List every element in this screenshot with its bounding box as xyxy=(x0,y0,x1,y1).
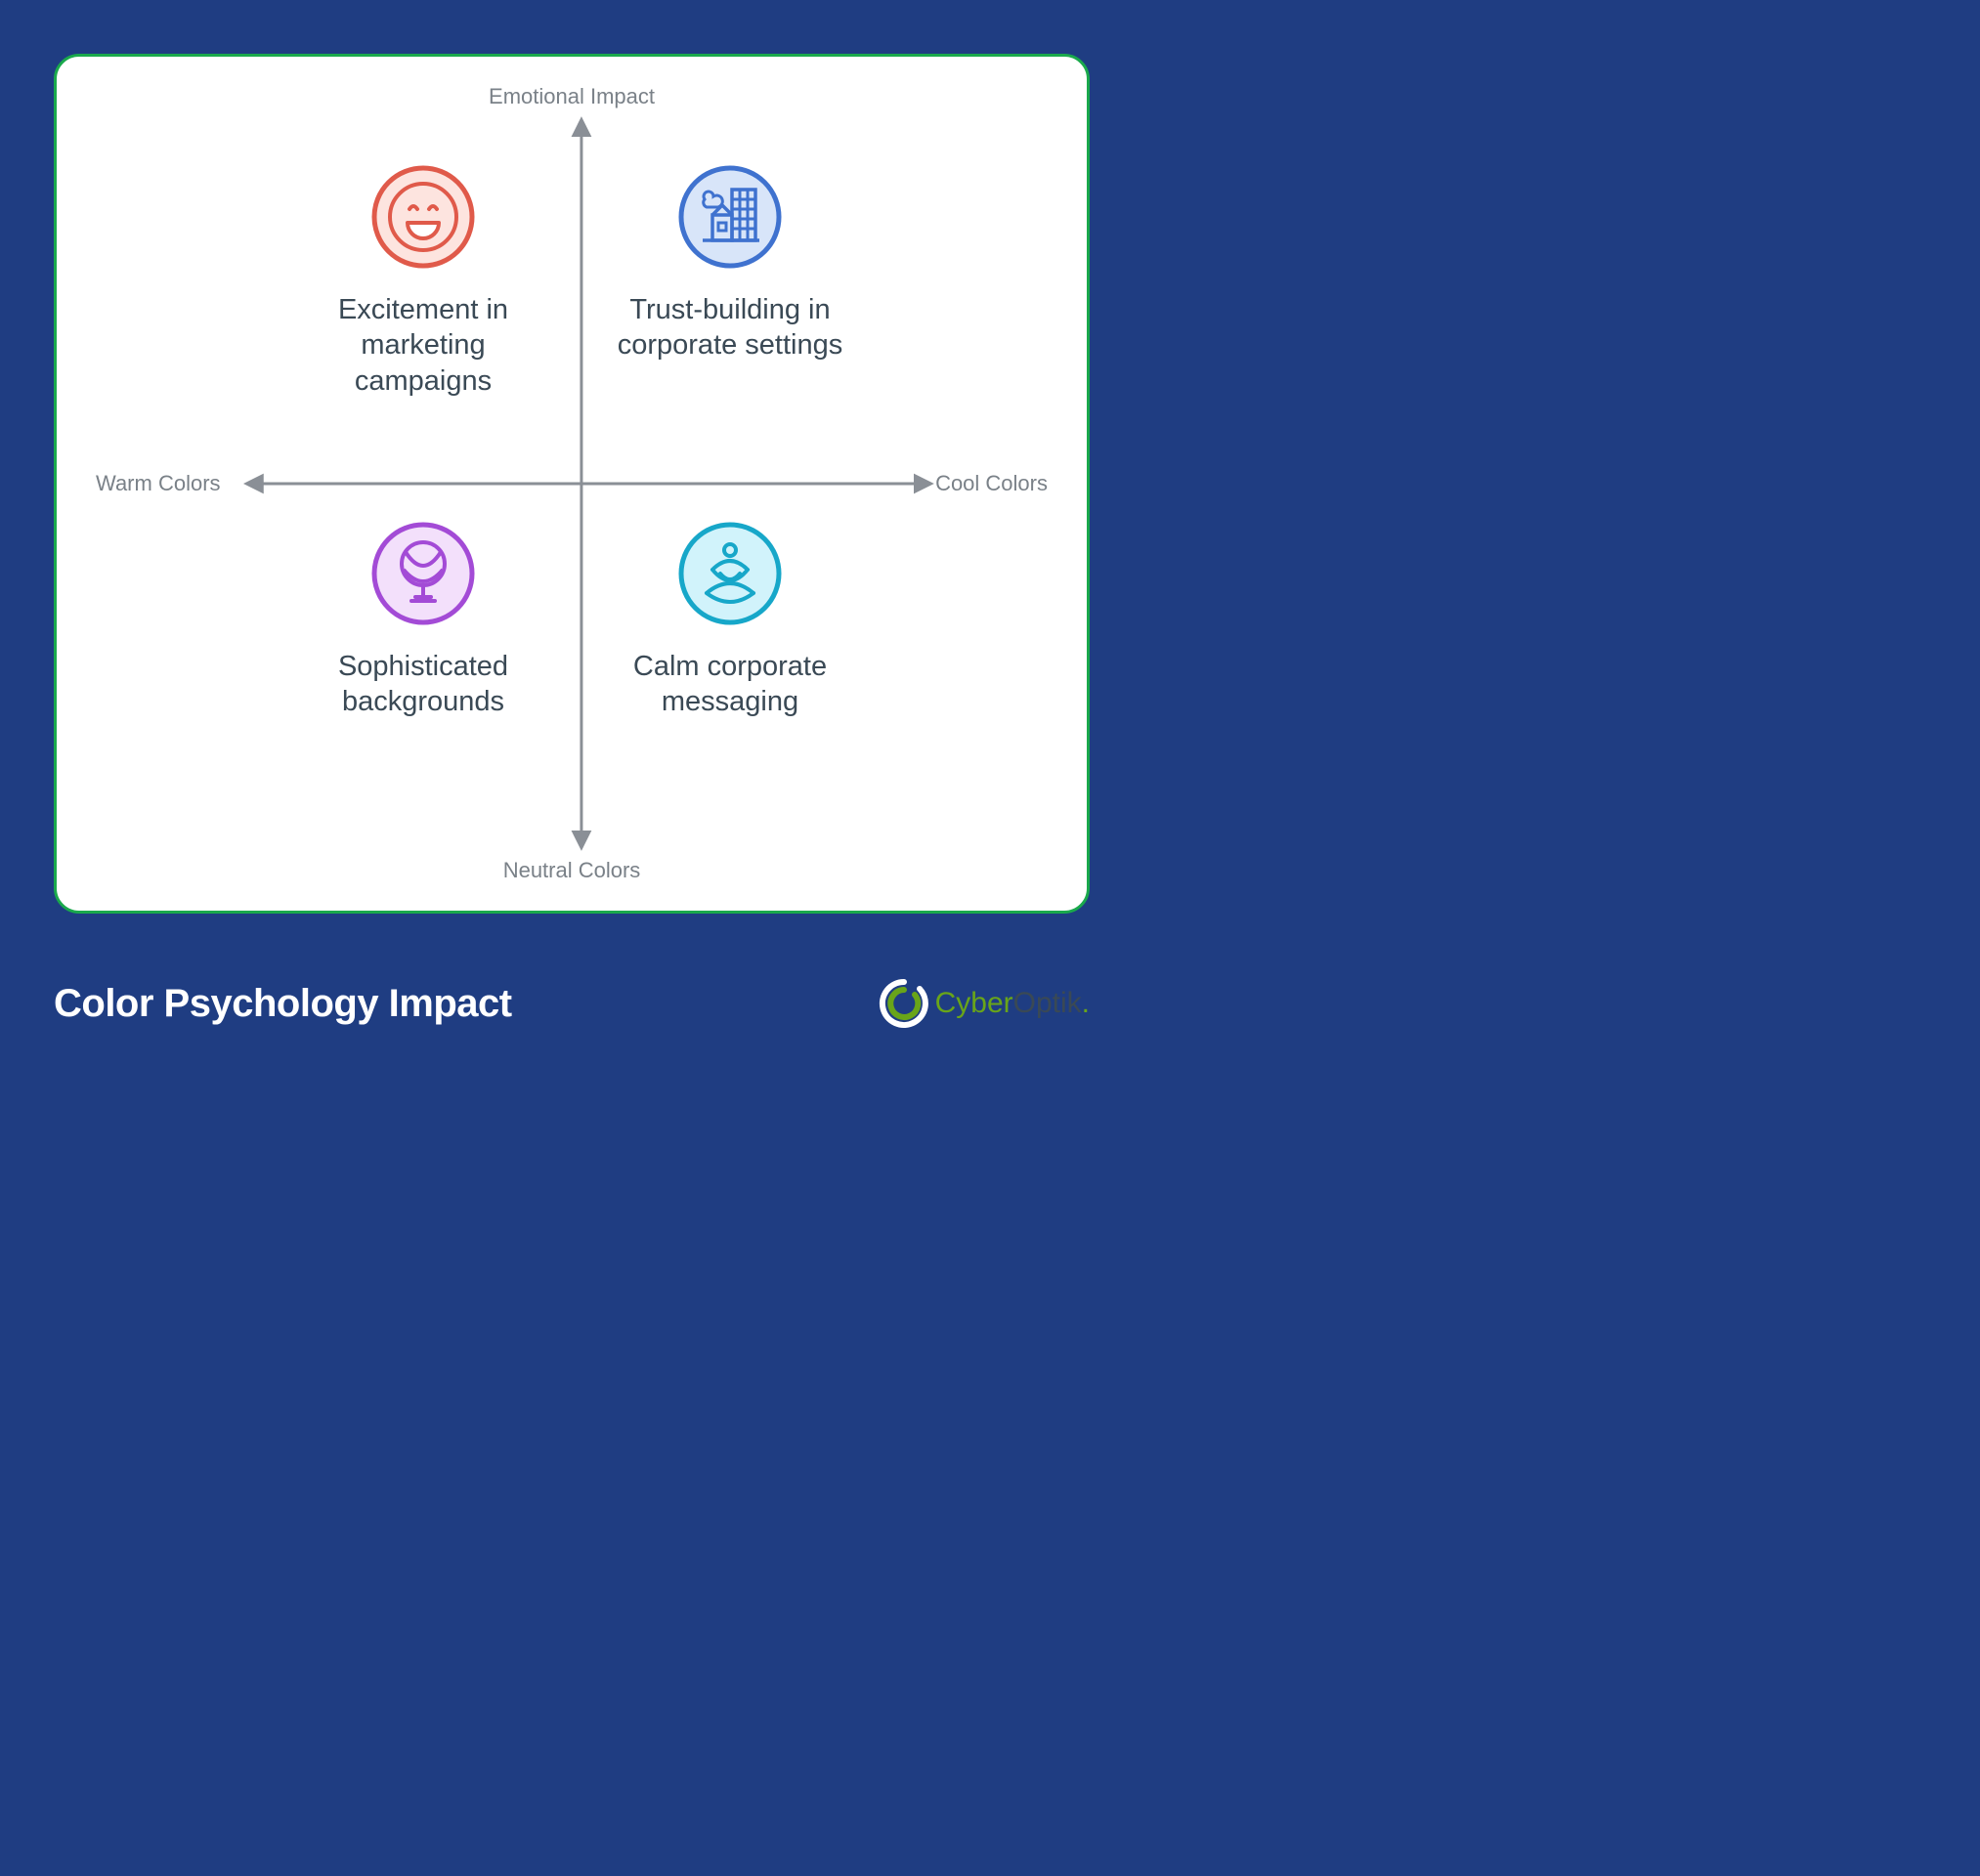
logo-text-part2: Optik xyxy=(1013,987,1082,1019)
quadrant-label: Sophisticatedbackgrounds xyxy=(277,649,570,720)
page-title: Color Psychology Impact xyxy=(54,982,512,1026)
smile-face-icon xyxy=(277,164,570,275)
brand-logo: CyberOptik. xyxy=(879,978,1090,1029)
quadrant-bottom-left: Sophisticatedbackgrounds xyxy=(277,521,570,720)
quadrant-top-left: Excitement inmarketingcampaigns xyxy=(277,164,570,399)
page-root: Emotional Impact Neutral Colors Warm Col… xyxy=(0,0,1143,1083)
quadrant-label: Excitement inmarketingcampaigns xyxy=(277,292,570,399)
footer: Color Psychology Impact CyberOptik. xyxy=(54,978,1090,1029)
quadrant-bottom-right: Calm corporatemessaging xyxy=(583,521,877,720)
axis-label-top: Emotional Impact xyxy=(489,84,655,109)
quadrant-label: Calm corporatemessaging xyxy=(583,649,877,720)
logo-text-dot: . xyxy=(1082,987,1090,1019)
quadrant-top-right: Trust-building incorporate settings xyxy=(583,164,877,363)
logo-text-part1: Cyber xyxy=(935,987,1013,1019)
quadrant-label: Trust-building incorporate settings xyxy=(583,292,877,363)
axis-label-left: Warm Colors xyxy=(96,471,221,496)
meditation-icon xyxy=(583,521,877,631)
city-building-icon xyxy=(583,164,877,275)
logo-mark-icon xyxy=(879,978,929,1029)
chair-icon xyxy=(277,521,570,631)
logo-text: CyberOptik. xyxy=(935,987,1090,1020)
axis-label-bottom: Neutral Colors xyxy=(503,858,641,883)
quadrant-card: Emotional Impact Neutral Colors Warm Col… xyxy=(54,54,1090,914)
axis-label-right: Cool Colors xyxy=(935,471,1048,496)
